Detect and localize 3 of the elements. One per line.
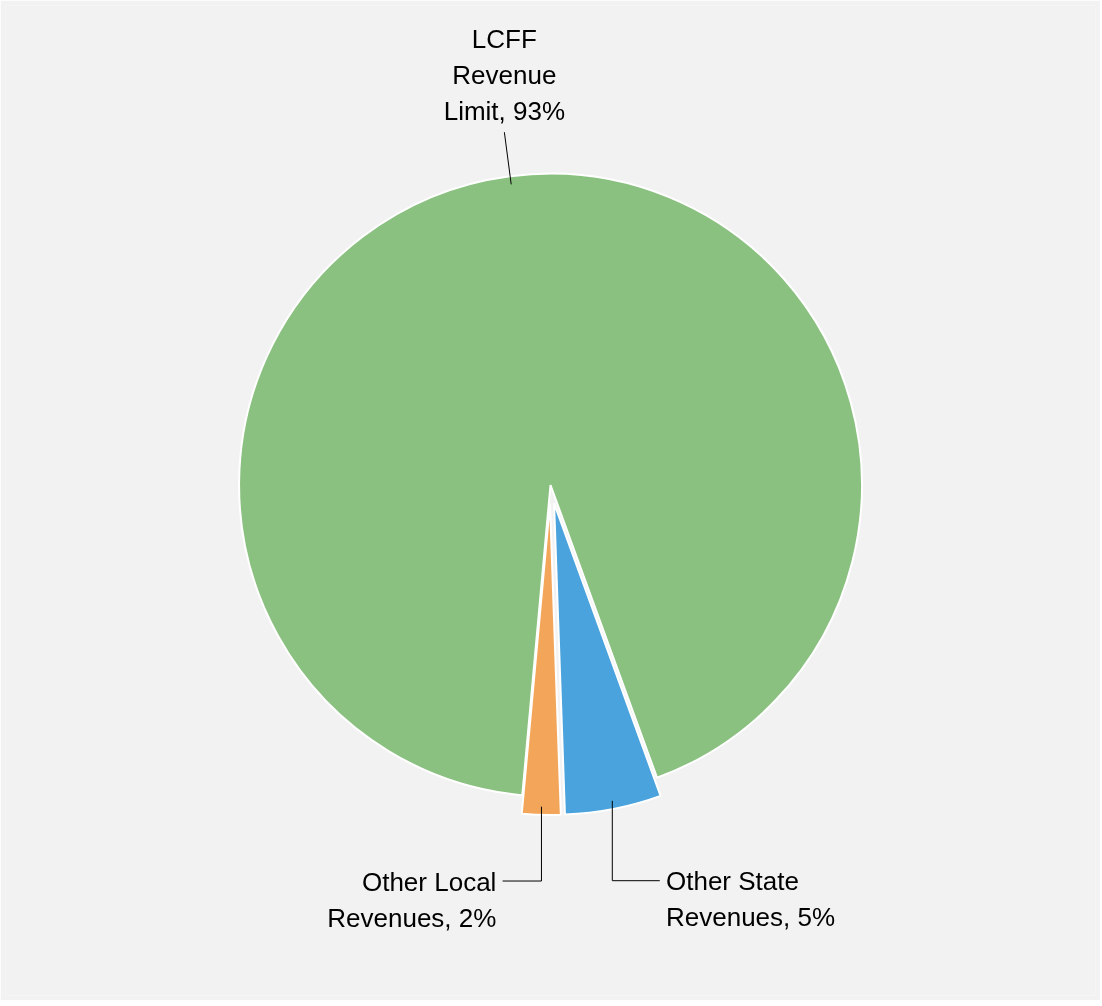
slice-label: Other Local Revenues, 2% (327, 866, 497, 933)
slice-label: Other State Revenues, 5% (666, 866, 836, 933)
slice-label: LCFF Revenue Limit, 93% (443, 24, 566, 127)
